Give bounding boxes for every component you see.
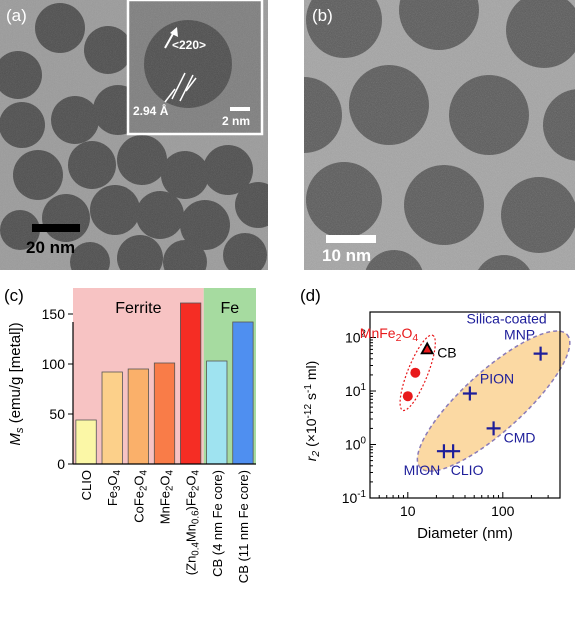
panel-b-svg [304, 0, 575, 270]
bar-3 [153, 362, 176, 465]
marker-mnfe2o4-1 [410, 367, 421, 378]
panel-a-label: (a) [6, 6, 27, 25]
series-label-pion: PION [480, 370, 514, 386]
marker-silica-coated-mnp-0 [533, 346, 548, 361]
inset-direction-label: <220> [172, 38, 207, 52]
bar-1 [101, 371, 123, 465]
category-label-3: MnFe2O4 [158, 469, 176, 524]
magnetization-bar-chart: Ferrite Fe CLIO Fe3O4 CoFe2O4 MnFe2O4 (Zn0.4Mn… [7, 288, 256, 583]
panel-b-label: (b) [312, 6, 333, 25]
y-axis-label: Ms (emu/g [metal]) [7, 322, 26, 445]
group-label-fe: Fe [221, 300, 240, 317]
y-tick-label-3: 102 [345, 329, 366, 346]
scalebar-a [32, 224, 80, 232]
category-label-4: (Zn0.4Mn0.6)Fe2O4 [184, 469, 202, 575]
x-axis-label: Diameter (nm) [417, 525, 513, 542]
inset-spacing-label: 2.94 Å [133, 104, 169, 118]
hrtem-inset [126, 0, 264, 136]
scalebar-b [326, 235, 376, 243]
scalebar-b-label: 10 nm [322, 246, 372, 265]
series-label-mnfe2o4: MnFe2O4 [360, 325, 419, 344]
bar-6 [232, 321, 254, 465]
bar-0 [75, 419, 97, 465]
series-label-silica-coated-mnp: Silica-coated MNP [467, 311, 547, 343]
panel-b-micrograph [304, 0, 575, 270]
mnfe2o4-region [399, 334, 436, 412]
y-tick-label-0: 10-1 [342, 489, 366, 506]
inset-scalebar-label: 2 nm [222, 114, 251, 128]
panel-a-svg [0, 0, 268, 270]
y-axis-label: r2 (×10-12 s-1 ml) [303, 361, 322, 462]
relaxivity-scatter-chart: 10-1 100 101 102 10 100 Diameter (nm) r2 (×10-1… [303, 311, 571, 542]
series-label-clio: CLIO [451, 462, 484, 478]
marker-mnfe2o4-0 [402, 391, 413, 402]
bar-2 [127, 368, 149, 465]
category-label-1: Fe3O4 [105, 469, 123, 506]
y-tick-label-2: 101 [345, 382, 366, 399]
category-label-6: CB (11 nm Fe core) [236, 470, 251, 583]
y-tick-label-50: 50 [49, 406, 65, 422]
category-label-0: CLIO [79, 470, 94, 500]
group-label-ferrite: Ferrite [115, 300, 161, 317]
bar-5 [206, 360, 228, 465]
category-label-5: CB (4 nm Fe core) [210, 470, 225, 577]
y-tick-label-150: 150 [42, 306, 66, 322]
panel-d-label: (d) [300, 286, 321, 305]
panel-c-label: (c) [4, 286, 24, 305]
iron-oxide-region [416, 330, 571, 472]
marker-cb-0 [420, 341, 435, 355]
series-label-cmd: CMD [504, 429, 536, 445]
scalebar-a-label: 20 nm [26, 238, 76, 257]
y-tick-label-100: 100 [42, 356, 66, 372]
marker-pion-0 [462, 386, 477, 401]
series-label-cb: CB [437, 344, 456, 360]
panel-a-micrograph [0, 0, 268, 270]
marker-cmd-0 [486, 421, 501, 436]
y-tick-label-1: 100 [345, 436, 367, 453]
marker-clio-0 [446, 444, 461, 459]
y-tick-label-0: 0 [57, 456, 65, 472]
series-label-mion: MION [404, 462, 441, 478]
category-label-2: CoFe2O4 [131, 469, 149, 522]
bar-4 [180, 302, 202, 465]
x-tick-label-0: 10 [400, 503, 416, 519]
x-tick-label-1: 100 [491, 503, 515, 519]
